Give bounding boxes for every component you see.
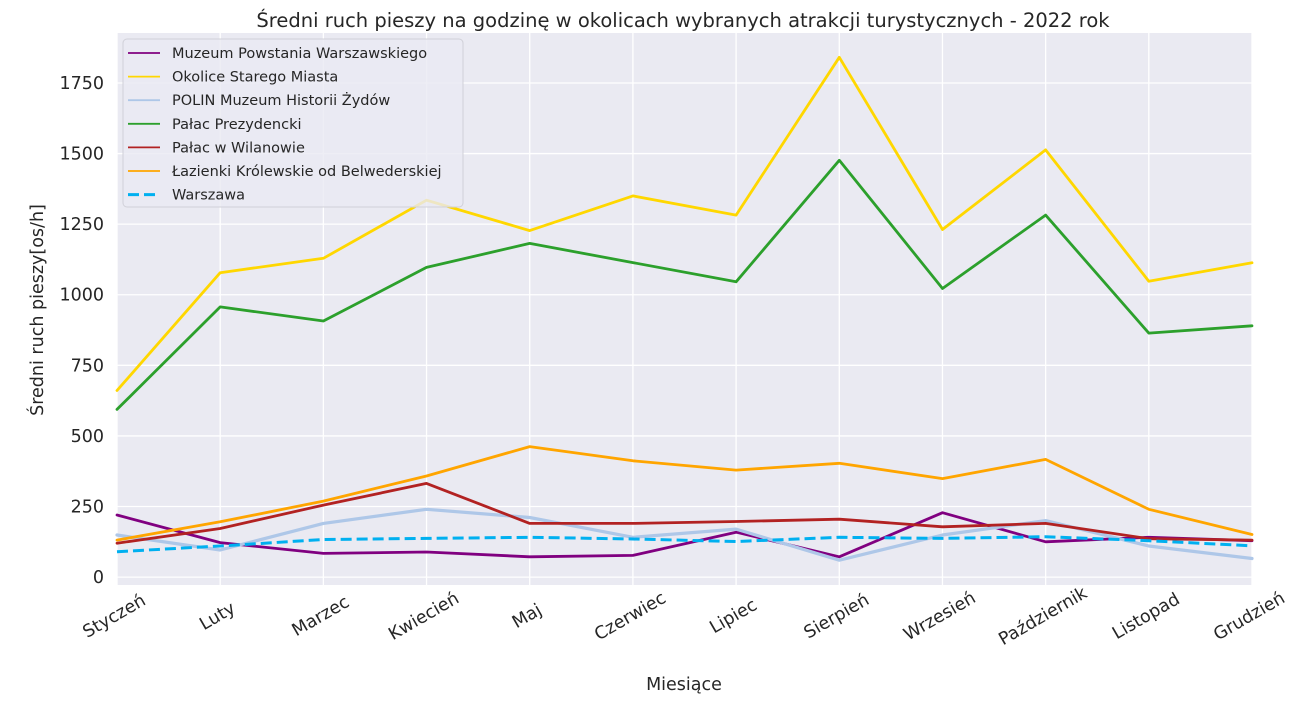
x-tick-label: Lipiec: [707, 595, 761, 638]
legend-box: [122, 38, 464, 208]
series-line-1: [115, 55, 1254, 392]
y-axis-label: Średni ruch pieszy[os/h]: [26, 204, 48, 416]
legend-label: Pałac Prezydencki: [172, 117, 302, 133]
y-tick-label: 1750: [59, 74, 104, 94]
x-tick-label: Styczeń: [80, 591, 150, 643]
legend-label: POLIN Muzeum Historii Żydów: [172, 91, 390, 109]
y-tick-labels: 0 250 500 750 1000 1250 1500 1750: [59, 74, 104, 588]
x-tick-label: Grudzień: [1210, 588, 1288, 645]
series-line-6: [116, 535, 1253, 554]
x-tick-label: Maj: [509, 600, 546, 633]
y-tick-label: 1000: [59, 286, 104, 306]
chart-title: Średni ruch pieszy na godzinę w okolicac…: [256, 8, 1110, 32]
series-line-3: [115, 158, 1254, 411]
legend-label: Muzeum Powstania Warszawskiego: [172, 46, 427, 62]
x-tick-label: Kwiecień: [385, 589, 462, 645]
y-tick-label: 500: [71, 427, 104, 447]
series-lines: [115, 55, 1254, 562]
legend-label: Pałac w Wilanowie: [172, 140, 305, 156]
y-tick-label: 1500: [59, 145, 104, 165]
x-tick-label: Październik: [995, 583, 1091, 650]
x-axis-label: Miesiące: [646, 675, 722, 695]
x-tick-label: Luty: [196, 599, 239, 635]
x-tick-label: Wrzesień: [901, 588, 980, 645]
x-tick-label: Marzec: [289, 592, 353, 641]
legend-label: Warszawa: [172, 188, 245, 204]
x-tick-labels: Styczeń Luty Marzec Kwiecień Maj Czerwiec Lipi…: [80, 583, 1289, 650]
series-line-5: [115, 445, 1254, 542]
legend: Muzeum Powstania Warszawskiego Okolice St…: [122, 38, 464, 208]
legend-label: Łazienki Królewskie od Belwederskiej: [171, 164, 442, 180]
x-tick-label: Czerwiec: [591, 588, 669, 645]
series-line-4: [115, 481, 1254, 545]
y-tick-label: 0: [93, 568, 104, 588]
y-tick-label: 1250: [59, 215, 104, 235]
y-tick-label: 250: [71, 498, 104, 518]
x-tick-label: Listopad: [1109, 589, 1183, 643]
legend-label: Okolice Starego Miasta: [172, 70, 338, 86]
x-tick-label: Sierpień: [801, 590, 873, 643]
series-line-0: [115, 511, 1254, 559]
y-tick-label: 750: [71, 356, 104, 376]
